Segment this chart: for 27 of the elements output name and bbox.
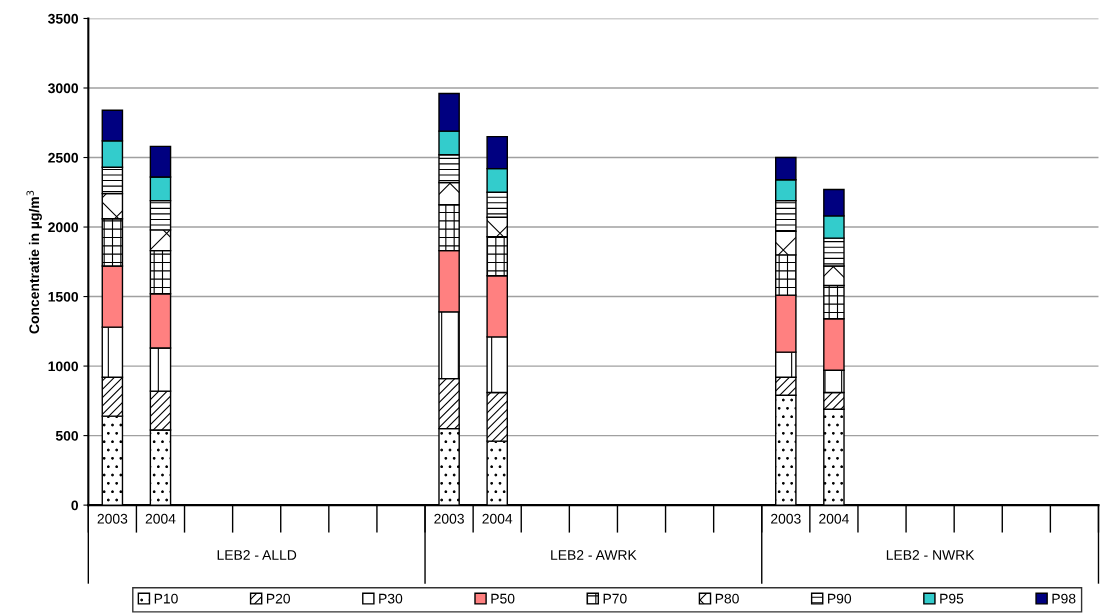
y-tick-label: 3000 [48,83,79,94]
y-tick-label: 500 [55,430,79,441]
legend-label: P30 [379,593,403,604]
y-tick-label: 1000 [48,361,79,372]
x-tick-label: 2004 [145,513,176,524]
x-tick-label: 2003 [434,513,464,524]
y-tick-label: 1500 [48,291,79,302]
legend-label: P80 [715,593,739,604]
x-tick-label: 2004 [819,513,849,524]
legend-label: P20 [266,593,291,604]
y-tick-label: 2500 [48,152,79,163]
legend-label: P10 [154,593,178,604]
legend-label: P70 [603,593,627,604]
text: LEB2 - ALLD [217,550,297,560]
legend-label: P90 [828,593,852,604]
legend-label: P95 [940,593,964,604]
x-tick-label: 2003 [97,513,128,524]
legend-label: P50 [491,593,515,604]
y-tick-label: 0 [71,500,79,511]
text: LEB2 - NWRK [886,550,975,560]
y-tick-label: 2000 [48,222,79,233]
y-tick-label: 3500 [48,13,79,24]
x-tick-label: 2003 [771,513,801,524]
y-axis-title: Concentratie in µg/m$^{3}$ [26,190,42,334]
text: LEB2 - AWRK [551,550,637,560]
x-tick-label: 2004 [482,513,513,524]
legend-label: P98 [1052,593,1076,604]
